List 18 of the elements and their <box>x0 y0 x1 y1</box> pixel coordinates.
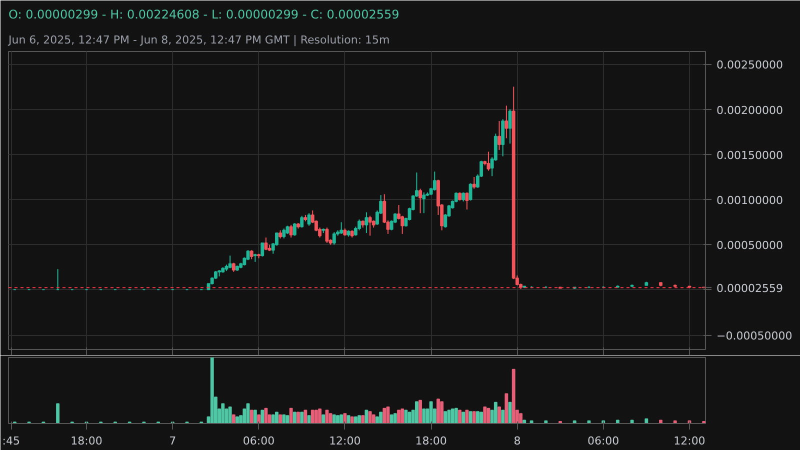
ref-line-label: 0.00002559 <box>716 282 783 296</box>
x-tick-label: 06:00 <box>587 434 620 448</box>
y-tick-label: 0.00150000 <box>716 148 783 162</box>
x-tick-label: 8 <box>514 434 521 448</box>
x-tick-label: 18:00 <box>415 434 447 448</box>
chart-title: O: 0.00000299 - H: 0.00224608 - L: 0.00000299 - C: 0.00002559 <box>8 8 400 22</box>
y-tick-label: 0.00250000 <box>716 58 783 72</box>
y-tick-label: −0.00050000 <box>716 330 792 343</box>
x-tick-label: 7 <box>169 434 176 448</box>
chart-subtitle: Jun 6, 2025, 12:47 PM - Jun 8, 2025, 12:47 PM GMT | Resolution: 15m <box>8 34 390 46</box>
x-tick-label: 12:00 <box>674 434 706 448</box>
y-tick-label: 0.00100000 <box>716 194 783 208</box>
y-tick-label: 0.00050000 <box>716 239 783 252</box>
x-tick-label: 06:00 <box>242 434 275 448</box>
x-tick-label: 12:00 <box>329 434 361 448</box>
x-tick-label: 18:00 <box>70 434 102 448</box>
y-tick-label: 0.00200000 <box>716 104 783 117</box>
x-tick-label: :45 <box>2 434 20 448</box>
